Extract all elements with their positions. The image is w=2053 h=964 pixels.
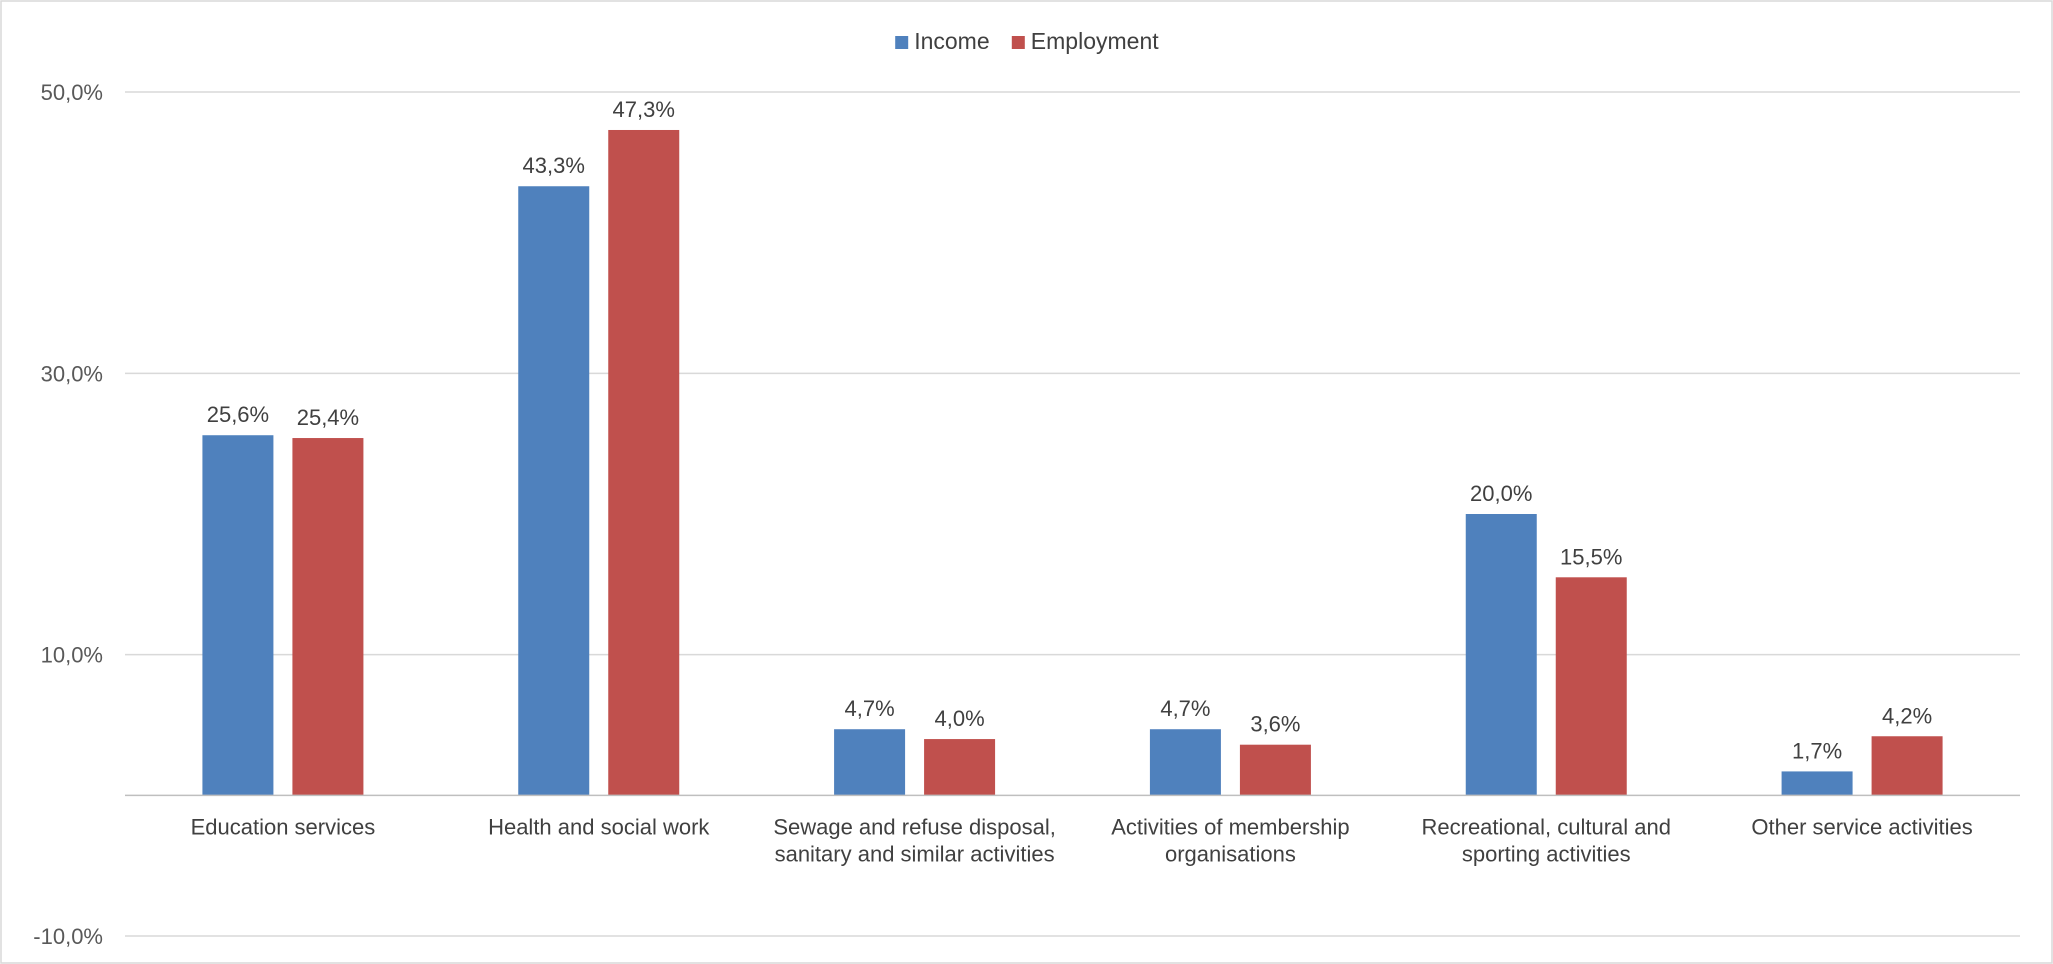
gridlines (125, 91, 2020, 937)
data-label: 4,7% (845, 696, 895, 721)
x-tick-label-line: Recreational, cultural and (1422, 814, 1671, 839)
x-axis: Education services Health and social work… (125, 794, 2020, 866)
data-labels: 25,6% 25,4% 43,3% 47,3% 4,7% 4,0% 4,7% 3,6% 20,0… (207, 97, 1932, 763)
data-label: 43,3% (523, 153, 585, 178)
x-tick-label: Activities of membership organisations (1111, 814, 1349, 866)
bar-employment (1239, 744, 1311, 796)
bar-employment (292, 438, 364, 796)
x-tick-label-line: Sewage and refuse disposal, (773, 814, 1056, 839)
y-tick-label: 50,0% (41, 80, 103, 105)
x-tick-label: Education services (191, 814, 376, 839)
legend: Income Employment (895, 28, 1159, 54)
bar-income (1781, 771, 1853, 796)
bar-employment (924, 739, 996, 796)
x-tick-label: Sewage and refuse disposal, sanitary and … (773, 814, 1056, 866)
x-tick-label: Other service activities (1751, 814, 1972, 839)
x-tick-label: Health and social work (488, 814, 710, 839)
legend-swatch-employment (1011, 36, 1025, 49)
y-axis: 50,0% 30,0% 10,0% -10,0% (33, 80, 103, 949)
x-tick-label: Recreational, cultural and sporting activ… (1422, 814, 1671, 866)
x-tick-label-line: Health and social work (488, 814, 710, 839)
bar-employment (608, 129, 680, 796)
x-tick-label-line: organisations (1165, 841, 1296, 866)
x-tick-label-line: sanitary and similar activities (775, 841, 1055, 866)
bars (202, 129, 1943, 796)
x-tick-label-line: Education services (191, 814, 376, 839)
x-tick-label-line: Activities of membership (1111, 814, 1349, 839)
y-tick-label: -10,0% (33, 924, 103, 949)
data-label: 25,4% (297, 405, 359, 430)
bar-employment (1871, 736, 1943, 796)
bar-income (1149, 729, 1221, 796)
data-label: 20,0% (1470, 481, 1532, 506)
data-label: 3,6% (1250, 712, 1300, 737)
y-tick-label: 30,0% (41, 361, 103, 386)
data-label: 4,7% (1160, 696, 1210, 721)
legend-swatch-income (895, 36, 909, 49)
bar-income (834, 729, 906, 796)
data-label: 1,7% (1792, 738, 1842, 763)
bar-income (518, 186, 590, 796)
bar-employment (1555, 577, 1627, 796)
bar-income (202, 435, 274, 796)
data-label: 25,6% (207, 402, 269, 427)
x-tick-label-line: Other service activities (1751, 814, 1972, 839)
data-label: 4,2% (1882, 703, 1932, 728)
legend-label-income: Income (914, 28, 989, 54)
data-label: 15,5% (1560, 544, 1622, 569)
bar-income (1465, 514, 1537, 796)
y-tick-label: 10,0% (41, 643, 103, 668)
x-tick-label-line: sporting activities (1462, 841, 1631, 866)
data-label: 47,3% (613, 97, 675, 122)
data-label: 4,0% (935, 706, 985, 731)
legend-label-employment: Employment (1031, 28, 1159, 54)
